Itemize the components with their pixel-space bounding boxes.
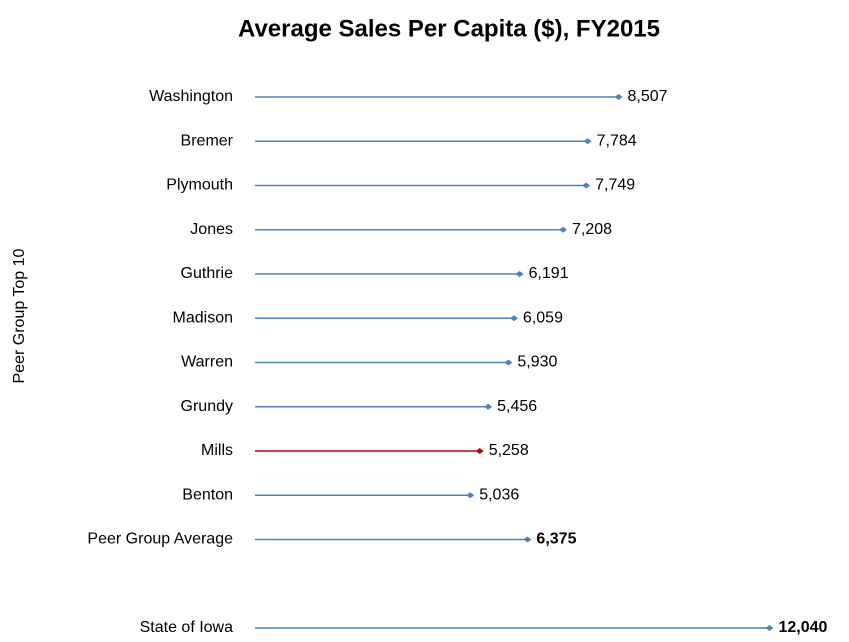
marker xyxy=(509,315,518,322)
value-label: 5,930 xyxy=(517,354,557,371)
marker xyxy=(466,492,475,499)
marker xyxy=(523,536,532,543)
value-label: 7,749 xyxy=(595,177,635,194)
category-label: State of Iowa xyxy=(140,619,233,636)
category-label: Warren xyxy=(181,354,233,371)
marker xyxy=(765,625,774,631)
marker xyxy=(475,448,484,454)
value-label: 6,191 xyxy=(529,265,569,282)
value-label: 7,208 xyxy=(572,221,612,238)
value-label: 12,040 xyxy=(779,619,828,636)
category-label: Bremer xyxy=(181,132,234,149)
marker xyxy=(484,403,493,410)
category-label: Mills xyxy=(201,442,233,459)
category-label: Guthrie xyxy=(181,265,234,282)
category-label: Peer Group Average xyxy=(87,531,233,548)
y-axis-label: Peer Group Top 10 xyxy=(11,248,28,383)
marker xyxy=(583,138,592,145)
category-label: Jones xyxy=(190,221,233,238)
category-label: Madison xyxy=(173,309,233,326)
category-label: Washington xyxy=(149,88,233,105)
marker xyxy=(515,271,524,277)
value-label: 7,784 xyxy=(597,132,637,149)
value-label: 5,456 xyxy=(497,398,537,415)
marker xyxy=(614,94,623,100)
value-label: 5,258 xyxy=(489,442,529,459)
value-label: 8,507 xyxy=(628,88,668,105)
marker xyxy=(504,359,513,366)
value-label: 6,059 xyxy=(523,309,563,326)
value-label: 6,375 xyxy=(536,531,576,548)
chart-title: Average Sales Per Capita ($), FY2015 xyxy=(238,15,660,42)
marker xyxy=(559,226,568,233)
marker xyxy=(582,182,591,189)
category-label: Benton xyxy=(182,486,233,503)
category-label: Grundy xyxy=(181,398,233,415)
category-label: Plymouth xyxy=(166,177,233,194)
value-label: 5,036 xyxy=(479,486,519,503)
